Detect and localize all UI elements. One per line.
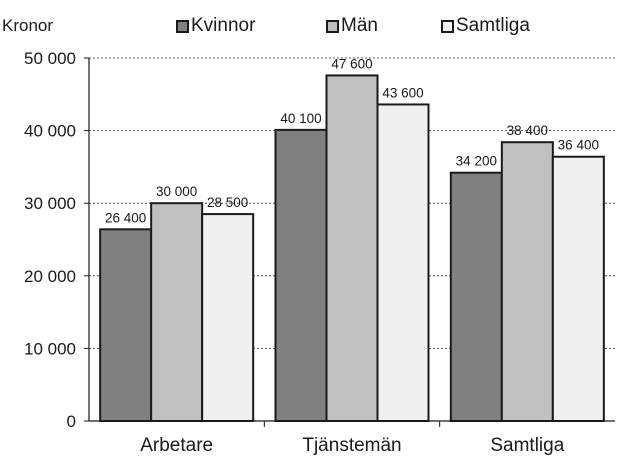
data-label: 36 400	[558, 138, 599, 153]
x-tick-label: Samtliga	[490, 435, 564, 456]
legend-swatch-man	[326, 19, 339, 33]
bar	[150, 202, 204, 422]
bar	[500, 141, 554, 422]
data-label: 47 600	[331, 56, 372, 71]
data-label: 28 500	[207, 195, 248, 210]
x-tick-label: Tjänstemän	[302, 435, 401, 456]
bar	[449, 171, 503, 422]
y-tick-label: 20 000	[24, 267, 76, 286]
bar	[201, 213, 255, 422]
data-label: 40 100	[280, 111, 321, 126]
legend-label-samtliga: Samtliga	[456, 15, 530, 36]
y-tick-label: 0	[67, 412, 76, 431]
data-label: 43 600	[382, 85, 423, 100]
bar	[325, 74, 379, 422]
y-tick-label: 40 000	[24, 122, 76, 141]
y-tick-label: 50 000	[24, 49, 76, 68]
y-axis-title: Kronor	[2, 16, 54, 35]
bar	[551, 155, 605, 422]
y-tick-label: 10 000	[24, 339, 76, 358]
data-label: 38 400	[507, 123, 548, 138]
legend-swatch-kvinnor	[176, 19, 189, 33]
bar	[376, 103, 430, 423]
bar	[99, 228, 153, 422]
legend-item-man: Män	[326, 15, 378, 37]
data-label: 34 200	[456, 154, 497, 169]
legend-swatch-samtliga	[441, 19, 454, 33]
legend-label-man: Män	[341, 15, 378, 36]
legend-label-kvinnor: Kvinnor	[191, 15, 256, 36]
legend-item-samtliga: Samtliga	[441, 15, 530, 37]
bar	[274, 128, 328, 422]
x-tick-label: Arbetare	[140, 435, 213, 456]
data-label: 30 000	[156, 184, 197, 199]
data-label: 26 400	[105, 210, 146, 225]
legend-item-kvinnor: Kvinnor	[176, 15, 255, 37]
y-tick-label: 30 000	[24, 194, 76, 213]
